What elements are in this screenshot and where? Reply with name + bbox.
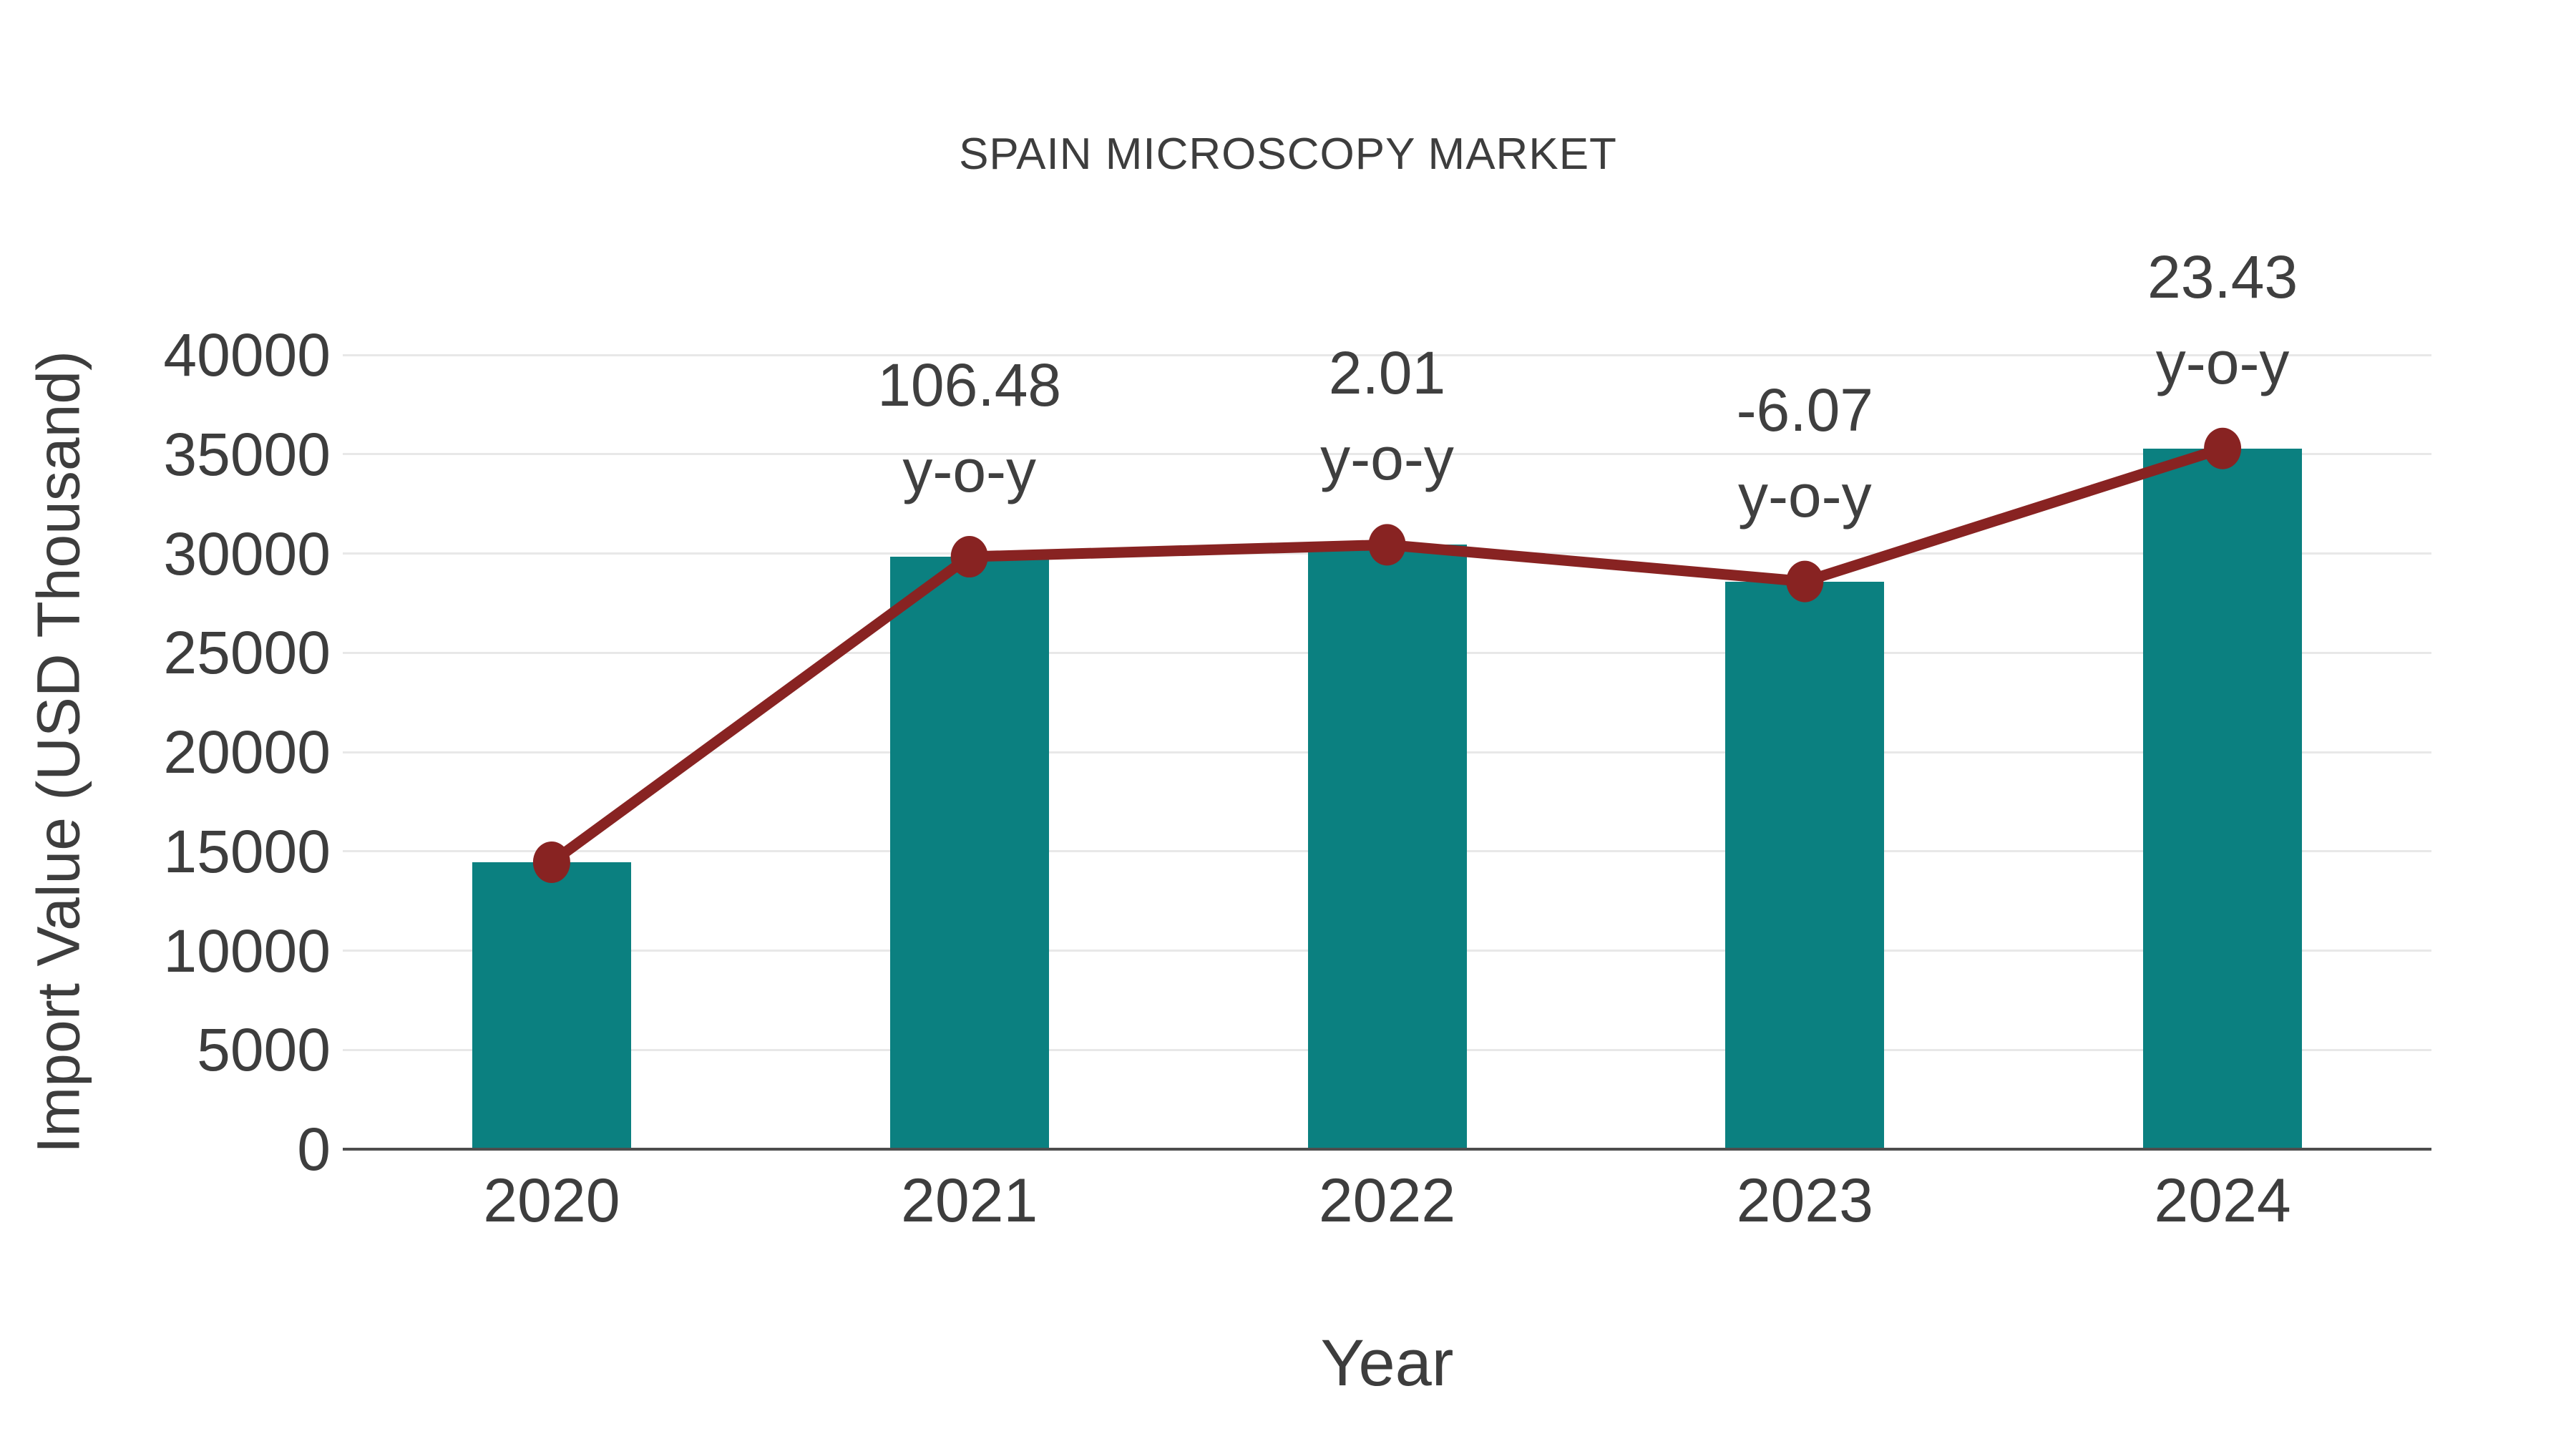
y-tick-label-10000: 10000 [163, 917, 331, 985]
annotation-2021: 106.48 y-o-y [712, 342, 1227, 514]
bar-2024 [2143, 448, 2303, 1149]
x-axis-title: Year [1320, 1327, 1454, 1400]
line-point-2023 [1786, 560, 1824, 602]
bar-2023 [1725, 581, 1885, 1149]
x-tick-label-2021: 2021 [901, 1166, 1038, 1235]
bar-2022 [1307, 545, 1467, 1149]
y-tick-label-15000: 15000 [163, 817, 331, 885]
y-tick-label-5000: 5000 [197, 1016, 331, 1084]
gridline-35000 [343, 453, 2431, 456]
y-tick-label-40000: 40000 [163, 321, 331, 389]
x-tick-label-2020: 2020 [483, 1166, 620, 1235]
line-point-2020 [532, 841, 570, 884]
line-point-2022 [1368, 524, 1406, 566]
annotation-value: -6.07 [1736, 376, 1874, 444]
line-point-2024 [2204, 427, 2242, 469]
annotation-2023: -6.07 y-o-y [1547, 367, 2062, 539]
gridline-40000 [343, 353, 2431, 356]
chart-title: SPAIN MICROSCOPY MARKET [959, 130, 1617, 179]
bar-2021 [889, 557, 1049, 1149]
annotation-suffix: y-o-y [1320, 425, 1454, 493]
x-tick-label-2023: 2023 [1736, 1166, 1873, 1235]
y-tick-label-25000: 25000 [163, 619, 331, 687]
annotation-suffix: y-o-y [902, 437, 1037, 505]
bar-2020 [472, 862, 631, 1149]
annotation-value: 23.43 [2147, 243, 2298, 311]
annotation-suffix: y-o-y [2155, 328, 2290, 396]
y-tick-label-0: 0 [297, 1116, 331, 1183]
x-axis-line [343, 1148, 2431, 1151]
y-tick-label-20000: 20000 [163, 718, 331, 786]
annotation-2024: 23.43 y-o-y [1965, 234, 2480, 406]
annotation-2022: 2.01 y-o-y [1130, 330, 1645, 502]
annotation-value: 106.48 [877, 351, 1062, 419]
annotation-suffix: y-o-y [1737, 462, 1872, 530]
x-tick-label-2022: 2022 [1318, 1166, 1456, 1235]
y-tick-label-35000: 35000 [163, 420, 331, 488]
annotation-value: 2.01 [1328, 339, 1446, 407]
line-point-2021 [950, 536, 988, 578]
x-tick-label-2024: 2024 [2154, 1166, 2291, 1235]
y-tick-label-30000: 30000 [163, 519, 331, 587]
